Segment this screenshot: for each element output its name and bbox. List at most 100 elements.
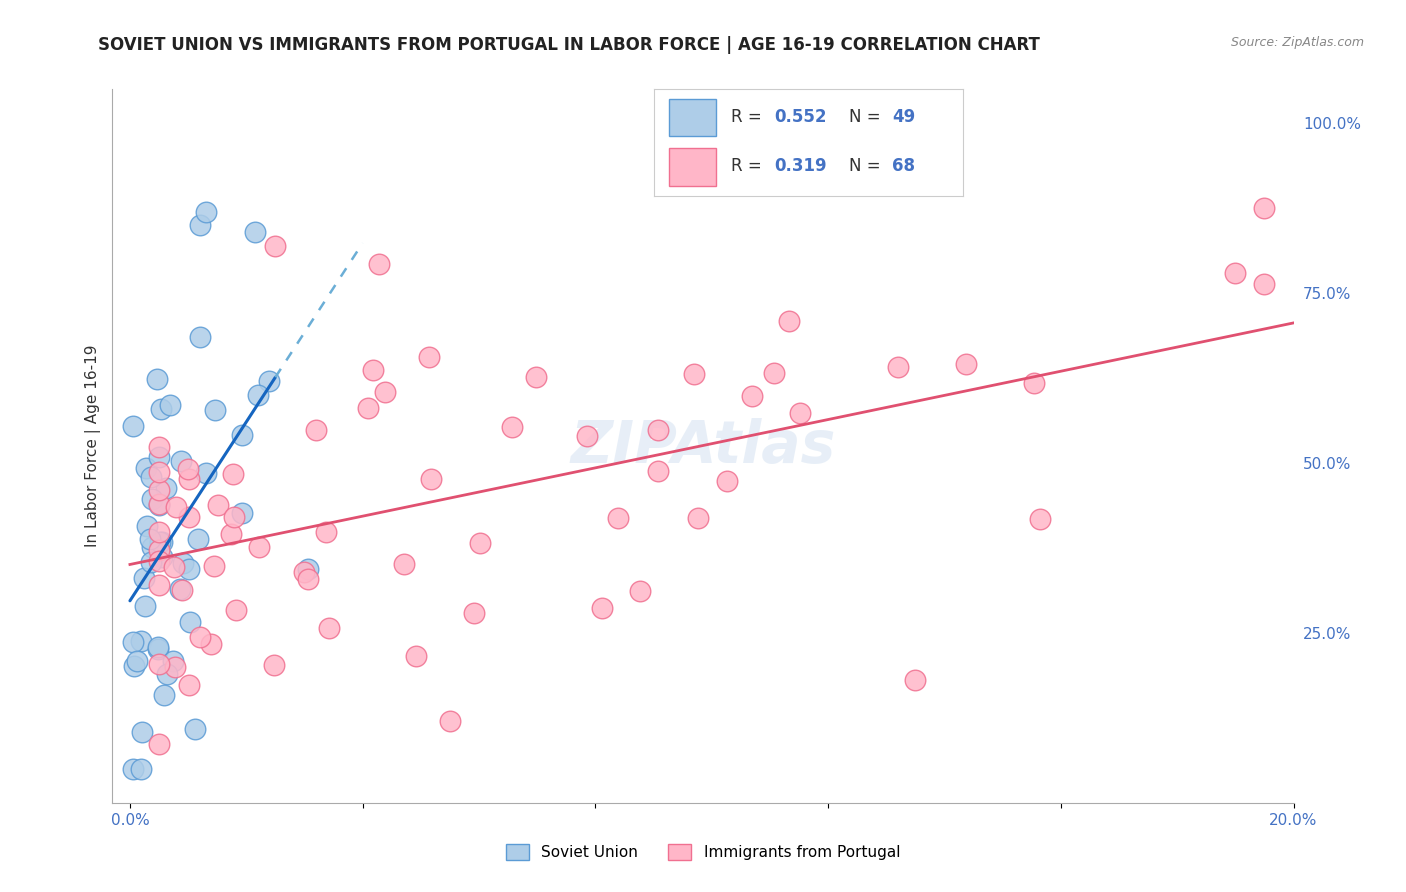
Soviet Union xyxy=(131,724,153,739)
Soviet Union xyxy=(135,461,157,475)
Immigrants from Portugal xyxy=(148,543,170,558)
Immigrants from Portugal xyxy=(148,737,170,751)
Soviet Union xyxy=(246,388,269,402)
Immigrants from Portugal xyxy=(1022,376,1045,390)
Legend: Soviet Union, Immigrants from Portugal: Soviet Union, Immigrants from Portugal xyxy=(499,838,907,866)
Immigrants from Portugal xyxy=(207,498,229,512)
Immigrants from Portugal xyxy=(292,566,315,580)
Immigrants from Portugal xyxy=(606,511,628,525)
Soviet Union xyxy=(141,492,163,507)
Immigrants from Portugal xyxy=(463,606,485,620)
Immigrants from Portugal xyxy=(177,472,200,486)
Immigrants from Portugal xyxy=(247,540,270,554)
Immigrants from Portugal xyxy=(176,461,198,475)
Soviet Union xyxy=(150,535,173,549)
Immigrants from Portugal xyxy=(683,367,706,381)
Immigrants from Portugal xyxy=(179,678,201,692)
Soviet Union xyxy=(141,540,163,554)
Immigrants from Portugal xyxy=(148,497,170,511)
Soviet Union xyxy=(148,498,170,512)
Immigrants from Portugal xyxy=(439,714,461,729)
Text: ZIPAtlas: ZIPAtlas xyxy=(571,417,835,475)
Y-axis label: In Labor Force | Age 16-19: In Labor Force | Age 16-19 xyxy=(86,344,101,548)
Soviet Union xyxy=(297,562,319,576)
Text: 0.552: 0.552 xyxy=(775,108,827,126)
Soviet Union xyxy=(148,450,170,464)
Immigrants from Portugal xyxy=(741,389,763,403)
Immigrants from Portugal xyxy=(165,660,187,674)
Immigrants from Portugal xyxy=(225,603,247,617)
Immigrants from Portugal xyxy=(221,527,243,541)
Immigrants from Portugal xyxy=(1029,512,1052,526)
Soviet Union xyxy=(177,562,200,576)
Soviet Union xyxy=(183,722,205,736)
Soviet Union xyxy=(187,533,209,547)
Soviet Union xyxy=(188,218,211,232)
Immigrants from Portugal xyxy=(165,500,187,515)
Immigrants from Portugal xyxy=(188,630,211,644)
Soviet Union xyxy=(231,506,253,520)
Soviet Union xyxy=(121,634,143,648)
Text: SOVIET UNION VS IMMIGRANTS FROM PORTUGAL IN LABOR FORCE | AGE 16-19 CORRELATION : SOVIET UNION VS IMMIGRANTS FROM PORTUGAL… xyxy=(98,36,1040,54)
Immigrants from Portugal xyxy=(418,350,440,364)
Immigrants from Portugal xyxy=(318,620,340,634)
Soviet Union xyxy=(141,555,163,569)
Text: 49: 49 xyxy=(891,108,915,126)
Soviet Union xyxy=(190,330,212,344)
Immigrants from Portugal xyxy=(647,464,669,478)
Immigrants from Portugal xyxy=(357,401,380,415)
Soviet Union xyxy=(125,654,148,668)
Immigrants from Portugal xyxy=(419,473,441,487)
Soviet Union xyxy=(169,582,191,597)
Immigrants from Portugal xyxy=(762,366,785,380)
Immigrants from Portugal xyxy=(904,673,927,688)
Text: Source: ZipAtlas.com: Source: ZipAtlas.com xyxy=(1230,36,1364,49)
Immigrants from Portugal xyxy=(222,509,245,524)
Soviet Union xyxy=(122,658,145,673)
Immigrants from Portugal xyxy=(202,559,225,574)
Immigrants from Portugal xyxy=(628,584,651,599)
Immigrants from Portugal xyxy=(148,554,170,568)
Soviet Union xyxy=(162,654,184,668)
Soviet Union xyxy=(243,225,266,239)
Immigrants from Portugal xyxy=(148,483,170,498)
Immigrants from Portugal xyxy=(392,557,415,571)
Immigrants from Portugal xyxy=(886,359,908,374)
Immigrants from Portugal xyxy=(221,467,243,482)
Soviet Union xyxy=(159,398,181,412)
Soviet Union xyxy=(122,762,145,776)
Soviet Union xyxy=(156,666,179,681)
Immigrants from Portugal xyxy=(163,559,186,574)
Soviet Union xyxy=(134,571,156,585)
Soviet Union xyxy=(149,534,172,549)
Immigrants from Portugal xyxy=(368,257,391,271)
Immigrants from Portugal xyxy=(778,314,800,328)
Soviet Union xyxy=(150,549,173,564)
Immigrants from Portugal xyxy=(688,511,710,525)
Bar xyxy=(669,148,716,186)
Soviet Union xyxy=(136,518,159,533)
Immigrants from Portugal xyxy=(405,648,427,663)
Text: 68: 68 xyxy=(891,157,915,175)
Immigrants from Portugal xyxy=(148,657,170,672)
Immigrants from Portugal xyxy=(468,535,491,549)
Immigrants from Portugal xyxy=(200,637,222,651)
Soviet Union xyxy=(172,556,194,570)
Soviet Union xyxy=(194,204,217,219)
Soviet Union xyxy=(153,688,176,702)
Soviet Union xyxy=(150,402,173,417)
Immigrants from Portugal xyxy=(1225,266,1247,280)
Soviet Union xyxy=(204,403,226,417)
Immigrants from Portugal xyxy=(955,357,977,371)
Immigrants from Portugal xyxy=(591,601,613,615)
Immigrants from Portugal xyxy=(148,465,170,479)
Soviet Union xyxy=(122,419,145,434)
Soviet Union xyxy=(146,642,169,657)
Text: N =: N = xyxy=(849,108,886,126)
Immigrants from Portugal xyxy=(501,419,523,434)
Immigrants from Portugal xyxy=(789,406,811,420)
Text: 0.319: 0.319 xyxy=(775,157,827,175)
Soviet Union xyxy=(155,481,177,495)
Immigrants from Portugal xyxy=(148,440,170,454)
Immigrants from Portugal xyxy=(524,369,547,384)
